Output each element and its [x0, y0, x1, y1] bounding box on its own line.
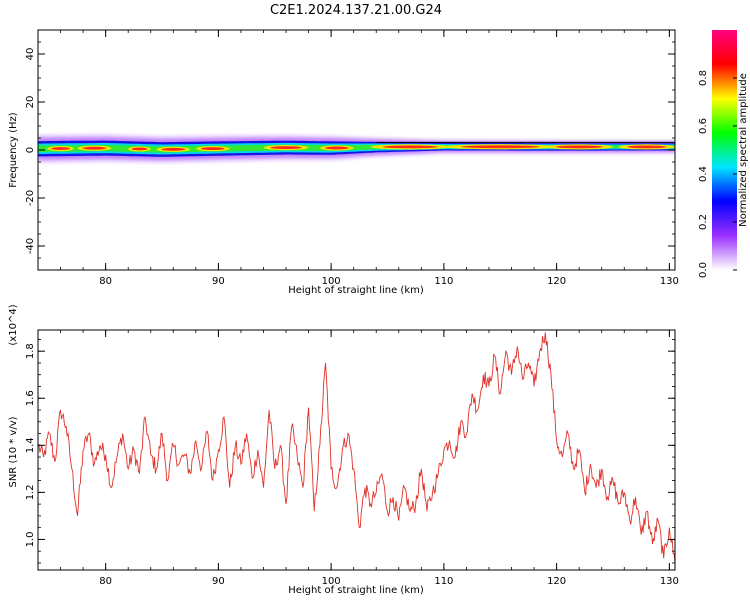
snr-panel: 80 90 100 110 120 130 1.0 1.2 1.4 1.6 1.8 Height o…	[8, 304, 679, 596]
colorbar-label: Normalized spectral amplitude	[738, 73, 749, 227]
spectral-peak-core	[131, 147, 148, 151]
spectral-peak-core	[200, 147, 225, 151]
colorbar-tick-label: 0.6	[698, 118, 709, 134]
colorbar-tick-label: 0.2	[698, 214, 709, 230]
colorbar-tick-label: 0.0	[698, 262, 709, 278]
spectrogram-ticks: 80 90 100 110 120 130 -40 -20 0 20 40	[25, 29, 679, 287]
y-tick-label: 1.0	[25, 531, 36, 547]
x-tick-label: 110	[434, 576, 453, 587]
x-tick-label: 120	[547, 276, 566, 287]
x-tick-label: 130	[660, 276, 679, 287]
colorbar-tick-label: 0.8	[698, 70, 709, 86]
spectrogram-xlabel: Height of straight line (km)	[288, 285, 424, 296]
spectral-peak-core	[270, 146, 302, 150]
colorbar: 0.0 0.2 0.4 0.6 0.8 Normalized spectral ampl…	[698, 30, 749, 278]
spectral-peak-core	[324, 146, 349, 150]
x-tick-label: 80	[99, 276, 112, 287]
y-tick-label: 20	[25, 96, 36, 109]
snr-plot-area	[38, 330, 675, 570]
y-tick-label: 0	[25, 147, 36, 153]
x-tick-label: 100	[322, 276, 341, 287]
x-tick-label: 110	[434, 276, 453, 287]
colorbar-tick-label: 0.4	[698, 166, 709, 182]
snr-ticks: 80 90 100 110 120 130 1.0 1.2 1.4 1.6 1.8	[25, 330, 679, 587]
snr-xlabel: Height of straight line (km)	[288, 585, 424, 596]
y-tick-label: 40	[25, 48, 36, 61]
y-tick-label: 1.4	[25, 437, 36, 453]
spectrogram-ylabel: Frequency (Hz)	[8, 112, 19, 188]
x-tick-label: 100	[322, 576, 341, 587]
snr-frame	[37, 329, 676, 571]
y-tick-label: -20	[25, 190, 36, 206]
spectral-peak-core	[382, 145, 438, 149]
spectral-peak-core	[627, 145, 667, 149]
x-tick-label: 90	[212, 576, 225, 587]
spectral-peak-core	[82, 146, 107, 150]
colorbar-gradient	[712, 30, 737, 270]
spectral-peak-core	[161, 147, 186, 151]
y-tick-label: -40	[25, 238, 36, 254]
y-tick-label: 1.8	[25, 343, 36, 359]
colorbar-ticks: 0.0 0.2 0.4 0.6 0.8	[698, 70, 737, 278]
y-tick-label: 1.6	[25, 390, 36, 406]
spectral-peak-core	[460, 145, 540, 149]
spectrogram-heatmap	[38, 133, 675, 164]
snr-multiplier: (x10^4)	[8, 304, 19, 345]
x-tick-label: 80	[99, 576, 112, 587]
y-tick-label: 1.2	[25, 484, 36, 500]
x-tick-label: 130	[660, 576, 679, 587]
figure-title: C2E1.2024.137.21.00.G24	[270, 3, 442, 18]
x-tick-label: 120	[547, 576, 566, 587]
snr-ylabel: SNR (10 * v/v)	[8, 416, 19, 487]
x-tick-label: 90	[212, 276, 225, 287]
spectrogram-panel: 80 90 100 110 120 130 -40 -20 0 20 40 Height of st…	[8, 29, 679, 296]
spectral-peak-core	[555, 145, 603, 149]
spectral-peak-core	[51, 147, 71, 150]
snr-series-line	[38, 332, 675, 563]
